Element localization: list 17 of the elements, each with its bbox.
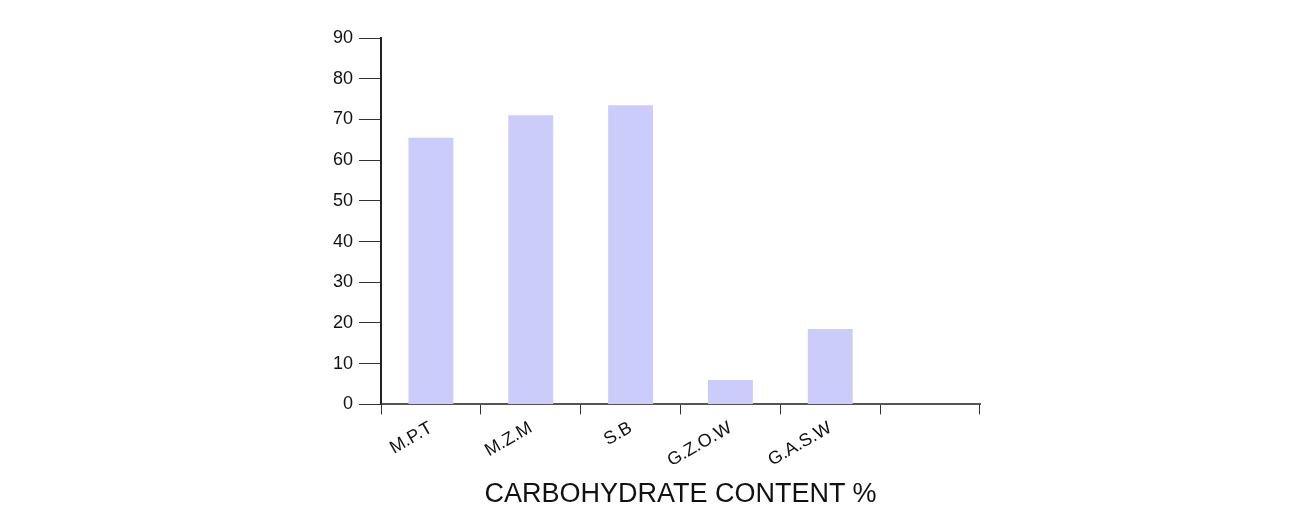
bar — [508, 115, 554, 404]
y-tick-label: 10 — [332, 352, 353, 373]
y-tick-label: 40 — [332, 230, 353, 251]
y-tick-label: 70 — [332, 108, 353, 129]
y-tick-label: 60 — [332, 149, 353, 170]
y-tick-label: 50 — [332, 189, 353, 210]
x-tick-label: S.B — [599, 417, 636, 450]
bar — [807, 329, 853, 404]
y-tick-label: 0 — [342, 393, 353, 414]
y-tick-label: 30 — [332, 271, 353, 292]
y-tick-label: 20 — [332, 311, 353, 332]
x-axis-title: CARBOHYDRATE CONTENT % — [484, 478, 877, 509]
bar — [408, 137, 454, 404]
bar — [608, 105, 654, 404]
y-tick-label: 90 — [332, 26, 353, 47]
bar — [707, 379, 753, 404]
y-tick-label: 80 — [332, 67, 353, 88]
